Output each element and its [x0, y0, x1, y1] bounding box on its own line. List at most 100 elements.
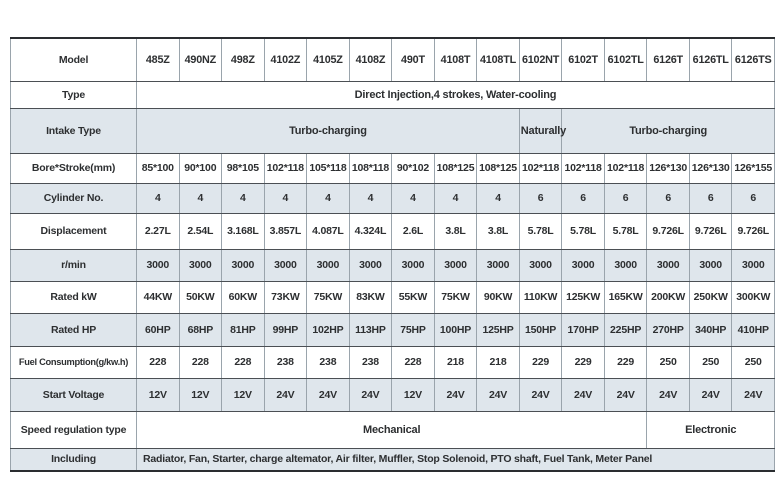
spec-cell: 250 — [688, 345, 733, 379]
spec-cell: 150HP — [518, 312, 563, 347]
spec-cell: 102*118 — [561, 152, 605, 184]
row-label-fuel-consumption: Fuel Consumption(g/kw.h) — [10, 345, 137, 379]
row-label-type: Type — [10, 80, 137, 109]
row-label-model: Model — [10, 37, 137, 82]
spec-cell: 12V — [391, 377, 435, 412]
model-cell: 6126TL — [688, 37, 733, 82]
spec-cell: 4 — [433, 182, 478, 214]
spec-cell: 9.726L — [731, 212, 775, 250]
spec-cell: 3000 — [731, 248, 775, 282]
spec-cell: 75KW — [433, 280, 478, 314]
spec-cell: 6 — [688, 182, 733, 214]
spec-cell: 4 — [391, 182, 435, 214]
model-cell: 6126T — [646, 37, 690, 82]
spec-cell: 110KW — [518, 280, 563, 314]
spec-cell: 250KW — [688, 280, 733, 314]
spec-cell: 12V — [221, 377, 265, 412]
model-cell: 6126TS — [731, 37, 775, 82]
spec-cell: 225HP — [603, 312, 648, 347]
spec-cell: 228 — [178, 345, 223, 379]
spec-cell: 68HP — [178, 312, 223, 347]
spec-cell: 75KW — [306, 280, 350, 314]
spec-cell: 3000 — [476, 248, 520, 282]
spec-cell: 228 — [391, 345, 435, 379]
spec-cell: 90KW — [476, 280, 520, 314]
row-label-speed-regulation: Speed regulation type — [10, 410, 137, 449]
type-value-cell: Direct Injection,4 strokes, Water-coolin… — [136, 80, 775, 109]
row-label-rated-kw: Rated kW — [10, 280, 137, 314]
spec-cell: 102*118 — [263, 152, 308, 184]
model-cell: 498Z — [221, 37, 265, 82]
spec-cell: 55KW — [391, 280, 435, 314]
spec-cell: 6 — [646, 182, 690, 214]
row-label-start-voltage: Start Voltage — [10, 377, 137, 412]
spec-cell: 4 — [263, 182, 308, 214]
spec-cell: 340HP — [688, 312, 733, 347]
spec-cell: 238 — [306, 345, 350, 379]
spec-cell: 90*100 — [178, 152, 223, 184]
intake-turbo-cell-right: Turbo-charging — [561, 107, 775, 154]
spec-cell: 126*155 — [731, 152, 775, 184]
model-cell: 6102T — [561, 37, 605, 82]
spec-cell: 4 — [306, 182, 350, 214]
spec-cell: 24V — [731, 377, 775, 412]
model-cell: 485Z — [136, 37, 180, 82]
table-row-type: Type Direct Injection,4 strokes, Water-c… — [10, 80, 775, 109]
spec-cell: 3.8L — [433, 212, 478, 250]
table-row-rated-kw: Rated kW 44KW 50KW 60KW 73KW 75KW 83KW 5… — [10, 280, 775, 314]
row-label-intake-type: Intake Type — [10, 107, 137, 154]
spec-cell: 170HP — [561, 312, 605, 347]
spec-cell: 200KW — [646, 280, 690, 314]
spec-cell: 102*118 — [518, 152, 563, 184]
spec-cell: 99HP — [263, 312, 308, 347]
spec-cell: 50KW — [178, 280, 223, 314]
spec-cell: 6 — [561, 182, 605, 214]
table-row-cylinder-no: Cylinder No. 4 4 4 4 4 4 4 4 4 6 6 6 6 6… — [10, 182, 775, 214]
model-cell: 6102TL — [603, 37, 648, 82]
model-cell: 4102Z — [263, 37, 308, 82]
engine-spec-table: Model 485Z 490NZ 498Z 4102Z 4105Z 4108Z … — [10, 37, 775, 472]
spec-cell: 238 — [263, 345, 308, 379]
row-label-rated-hp: Rated HP — [10, 312, 137, 347]
spec-cell: 108*125 — [476, 152, 520, 184]
model-cell: 6102NT — [518, 37, 563, 82]
spec-cell: 410HP — [731, 312, 775, 347]
table-row-displacement: Displacement 2.27L 2.54L 3.168L 3.857L 4… — [10, 212, 775, 250]
spec-cell: 3000 — [263, 248, 308, 282]
spec-cell: 75HP — [391, 312, 435, 347]
spec-cell: 24V — [561, 377, 605, 412]
spec-cell: 9.726L — [688, 212, 733, 250]
table-row-start-voltage: Start Voltage 12V 12V 12V 24V 24V 24V 12… — [10, 377, 775, 412]
spec-cell: 105*118 — [306, 152, 350, 184]
spec-cell: 126*130 — [646, 152, 690, 184]
spec-cell: 85*100 — [136, 152, 180, 184]
spec-cell: 3000 — [603, 248, 648, 282]
spec-cell: 125HP — [476, 312, 520, 347]
spec-cell: 100HP — [433, 312, 478, 347]
spec-cell: 3000 — [136, 248, 180, 282]
including-value-cell: Radiator, Fan, Starter, charge altemator… — [136, 447, 775, 472]
spec-cell: 218 — [476, 345, 520, 379]
spec-cell: 125KW — [561, 280, 605, 314]
spec-cell: 24V — [518, 377, 563, 412]
spec-cell: 2.27L — [136, 212, 180, 250]
spec-cell: 4 — [476, 182, 520, 214]
spec-cell: 3.857L — [263, 212, 308, 250]
row-label-rpm: r/min — [10, 248, 137, 282]
spec-cell: 24V — [348, 377, 393, 412]
spec-cell: 6 — [518, 182, 563, 214]
spec-cell: 6 — [603, 182, 648, 214]
spec-cell: 24V — [646, 377, 690, 412]
model-cell: 4105Z — [306, 37, 350, 82]
spec-cell: 229 — [518, 345, 563, 379]
table-row-rated-hp: Rated HP 60HP 68HP 81HP 99HP 102HP 113HP… — [10, 312, 775, 347]
table-row-speed-regulation: Speed regulation type Mechanical Electro… — [10, 410, 775, 449]
spec-cell: 24V — [263, 377, 308, 412]
spec-cell: 4 — [221, 182, 265, 214]
model-cell: 490T — [391, 37, 435, 82]
row-label-cylinder-no: Cylinder No. — [10, 182, 137, 214]
spec-cell: 250 — [731, 345, 775, 379]
spec-cell: 3000 — [178, 248, 223, 282]
spec-cell: 229 — [561, 345, 605, 379]
spec-cell: 270HP — [646, 312, 690, 347]
